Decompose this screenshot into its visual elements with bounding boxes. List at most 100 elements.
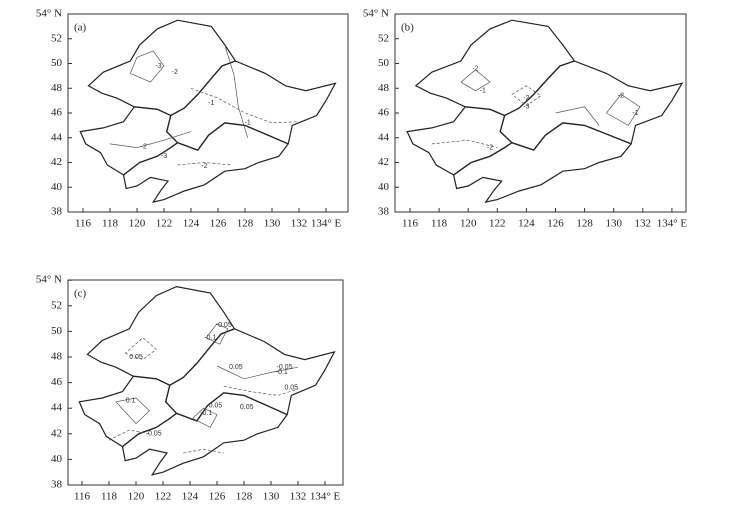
contour-label: -2 xyxy=(201,163,207,170)
y-tick-label: 54° N xyxy=(363,8,389,20)
province-border xyxy=(453,142,513,176)
y-tick-label: 42 xyxy=(51,156,62,168)
contour-line xyxy=(124,337,157,360)
y-tick-label: 44 xyxy=(51,402,63,414)
y-tick-label: 48 xyxy=(51,351,63,363)
contour-line xyxy=(183,448,224,454)
y-tick-label: 46 xyxy=(51,376,63,388)
x-tick-label: 130 xyxy=(605,218,622,230)
province-border xyxy=(133,328,235,386)
contour-label: -2 xyxy=(487,144,493,151)
x-tick-label: 122 xyxy=(489,218,506,230)
province-border xyxy=(134,60,236,117)
y-tick-label: 42 xyxy=(51,427,62,439)
panel-label: (a) xyxy=(74,22,87,34)
y-tick-label: 50 xyxy=(378,57,390,69)
y-tick-label: 52 xyxy=(51,299,62,311)
province-border xyxy=(499,115,632,151)
contour-label: -1 xyxy=(245,120,251,127)
contour-label: -0.1 xyxy=(276,369,288,376)
x-tick-label: 116 xyxy=(75,218,92,230)
y-tick-label: 46 xyxy=(51,107,63,119)
y-tick-label: 40 xyxy=(51,181,63,193)
y-tick-label: 40 xyxy=(51,453,63,465)
x-tick-label: 134° E xyxy=(657,218,688,230)
x-tick-label: 124 xyxy=(182,491,199,503)
x-tick-label: 126 xyxy=(210,218,227,230)
y-tick-label: 50 xyxy=(51,325,63,337)
x-tick-label: 132 xyxy=(635,218,652,230)
contour-line xyxy=(108,429,150,441)
contour-label: -2 xyxy=(141,143,147,150)
y-tick-label: 54° N xyxy=(36,274,62,286)
panel-label: (b) xyxy=(401,22,414,34)
contour-line xyxy=(606,93,641,126)
contour-label: -0.05 xyxy=(216,322,232,329)
contour-label: -1 xyxy=(480,88,486,95)
y-tick-label: 48 xyxy=(378,82,390,94)
contour-line xyxy=(511,85,542,107)
contour-label: 0.05 xyxy=(148,431,162,438)
contour-label: 0.05 xyxy=(284,385,298,392)
y-tick-label: 48 xyxy=(51,82,63,94)
contour-line xyxy=(224,44,249,138)
contour-label: -3 xyxy=(523,104,529,111)
x-tick-label: 120 xyxy=(128,491,145,503)
map-frame xyxy=(394,13,687,213)
x-tick-label: 126 xyxy=(547,218,564,230)
x-tick-label: 130 xyxy=(263,491,280,503)
x-tick-label: 132 xyxy=(291,218,308,230)
contour-label: -2 xyxy=(472,65,478,72)
x-tick-label: 128 xyxy=(237,218,254,230)
y-tick-label: 40 xyxy=(378,181,390,193)
contour-label: 0.05 xyxy=(229,364,243,371)
y-tick-label: 52 xyxy=(51,32,62,44)
y-tick-label: 38 xyxy=(51,479,63,491)
x-tick-label: 122 xyxy=(155,491,172,503)
panel-label: (c) xyxy=(74,288,87,300)
x-tick-label: 120 xyxy=(460,218,477,230)
province-border xyxy=(465,60,575,117)
province-border xyxy=(165,115,289,151)
y-tick-label: 38 xyxy=(51,206,63,218)
region-outline xyxy=(78,285,336,476)
contour-label: -0.05 xyxy=(206,402,222,409)
contour-label: -0.1 xyxy=(204,335,216,342)
contour-line xyxy=(205,323,229,345)
contour-line xyxy=(460,69,491,92)
y-tick-label: 42 xyxy=(378,156,389,168)
map-frame xyxy=(67,279,344,486)
x-tick-label: 124 xyxy=(518,218,535,230)
map-panel: (a) 116 118 120 122 124 126 128 130 132 134° E 38 40… xyxy=(36,8,349,230)
contour-line xyxy=(115,397,151,425)
x-tick-label: 118 xyxy=(431,218,448,230)
y-tick-label: 44 xyxy=(51,131,63,143)
x-tick-label: 122 xyxy=(156,218,173,230)
y-tick-label: 38 xyxy=(378,206,390,218)
y-tick-label: 54° N xyxy=(36,8,62,20)
province-border xyxy=(122,412,177,448)
x-tick-label: 128 xyxy=(576,218,593,230)
province-border xyxy=(123,142,178,176)
province-border xyxy=(164,385,288,422)
contour-label: -2 xyxy=(172,69,178,76)
y-tick-label: 44 xyxy=(378,131,390,143)
contour-label: 0.1 xyxy=(126,397,136,404)
contour-line xyxy=(109,131,192,148)
contour-line xyxy=(129,50,165,83)
contour-label: 0.05 xyxy=(240,404,254,411)
contour-line xyxy=(431,139,498,148)
x-tick-label: 128 xyxy=(236,491,253,503)
contour-line xyxy=(555,106,600,126)
x-tick-label: 130 xyxy=(264,218,281,230)
contour-line xyxy=(216,365,299,380)
y-tick-label: 50 xyxy=(51,57,63,69)
contour-label: -2 xyxy=(618,93,624,100)
y-tick-label: 52 xyxy=(378,32,389,44)
contour-line xyxy=(192,407,218,428)
contour-label: -1 xyxy=(632,110,638,117)
contour-label: -0.05 xyxy=(277,364,293,371)
x-tick-label: 134° E xyxy=(311,218,342,230)
x-tick-label: 126 xyxy=(209,491,226,503)
